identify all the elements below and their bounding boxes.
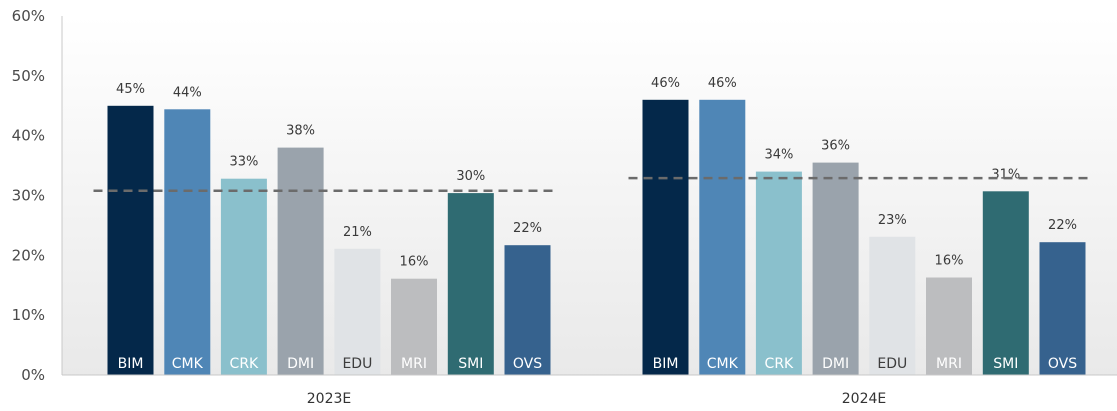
bar-category-label: SMI xyxy=(458,356,483,372)
bar xyxy=(812,162,859,375)
x-group-label: 2023E xyxy=(307,391,351,407)
bar-category-label: MRI xyxy=(936,356,962,372)
y-tick-label: 10% xyxy=(12,306,45,324)
data-label: 38% xyxy=(286,124,315,139)
bar-category-label: OVS xyxy=(513,356,542,372)
bar-category-label: BIM xyxy=(118,356,144,372)
data-label: 45% xyxy=(116,82,145,97)
data-label: 22% xyxy=(1048,218,1077,233)
bar-category-label: CRK xyxy=(765,356,795,372)
y-tick-label: 0% xyxy=(21,366,45,384)
data-label: 46% xyxy=(651,76,680,91)
bar xyxy=(1039,242,1086,375)
bar xyxy=(107,105,154,376)
x-axis: 2023E 2024E xyxy=(62,374,1117,407)
bar-category-label: EDU xyxy=(877,356,907,372)
data-label: 21% xyxy=(343,225,372,240)
y-tick-label: 60% xyxy=(12,7,45,25)
bar-category-label: CRK xyxy=(230,356,260,372)
bar-category-label: SMI xyxy=(993,356,1018,372)
bar xyxy=(926,277,972,375)
data-label: 34% xyxy=(764,148,793,163)
data-label: 30% xyxy=(456,169,485,184)
bar xyxy=(391,278,437,375)
y-axis: 0% 10% 20% 30% 40% 50% 60% xyxy=(12,7,63,384)
bar xyxy=(982,191,1029,375)
bar-category-label: DMI xyxy=(822,356,849,372)
bar-category-label: BIM xyxy=(653,356,679,372)
data-label: 33% xyxy=(229,155,258,170)
bar-category-label: CMK xyxy=(707,356,739,372)
data-label: 23% xyxy=(878,213,907,228)
bar xyxy=(220,178,267,375)
y-tick-label: 30% xyxy=(12,187,45,205)
y-tick-label: 40% xyxy=(12,127,45,145)
data-label: 46% xyxy=(708,76,737,91)
bar xyxy=(642,99,689,376)
bar-category-label: OVS xyxy=(1048,356,1077,372)
bar-category-label: EDU xyxy=(342,356,372,372)
data-label: 36% xyxy=(821,139,850,154)
y-tick-label: 20% xyxy=(12,246,45,264)
data-label: 16% xyxy=(400,255,429,270)
bar xyxy=(699,99,746,376)
y-tick-label: 50% xyxy=(12,67,45,85)
bar xyxy=(447,193,494,375)
bar xyxy=(164,109,211,376)
bar-category-label: DMI xyxy=(287,356,314,372)
bar-category-label: MRI xyxy=(401,356,427,372)
bar xyxy=(277,147,324,375)
data-label: 16% xyxy=(935,254,964,269)
bars: 45% BIM 44% CMK 33% CRK 38% DMI 21% EDU 16% MRI 30% S… xyxy=(107,76,1086,376)
data-label: 22% xyxy=(513,221,542,236)
bar-category-label: CMK xyxy=(172,356,204,372)
bar xyxy=(334,248,381,375)
data-label: 31% xyxy=(991,167,1020,182)
bar xyxy=(869,236,916,375)
data-label: 44% xyxy=(173,85,202,100)
bar xyxy=(504,245,551,375)
average-lines xyxy=(93,176,1092,192)
x-group-label: 2024E xyxy=(842,391,886,407)
bar xyxy=(755,171,802,375)
